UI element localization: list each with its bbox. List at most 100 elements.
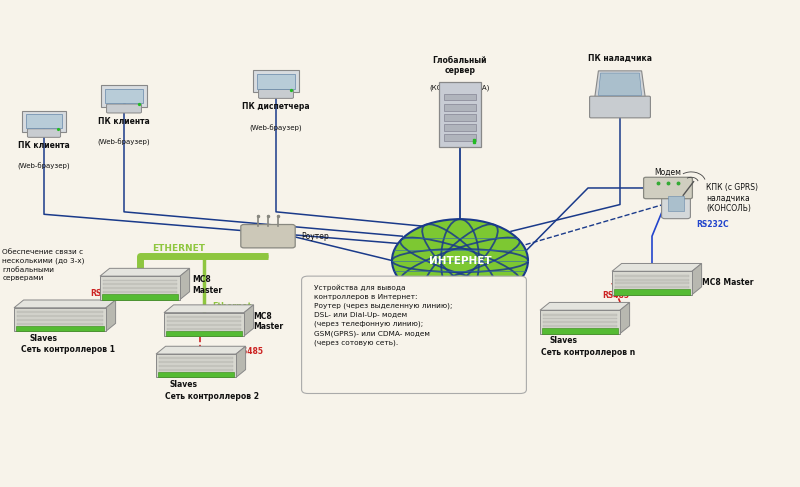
Polygon shape [540,302,630,310]
FancyBboxPatch shape [444,114,476,121]
Text: ИНТЕРНЕТ: ИНТЕРНЕТ [429,256,491,265]
FancyBboxPatch shape [17,311,102,313]
Text: (КОНСОЛЬ): (КОНСОЛЬ) [599,71,641,77]
Circle shape [392,219,528,302]
FancyBboxPatch shape [643,177,692,199]
FancyBboxPatch shape [27,129,61,137]
FancyBboxPatch shape [159,357,233,359]
Polygon shape [598,73,642,95]
FancyBboxPatch shape [258,74,294,89]
FancyBboxPatch shape [159,361,233,363]
Text: Модем: Модем [654,168,682,177]
FancyBboxPatch shape [444,134,476,141]
Text: (Web-браузер): (Web-браузер) [98,139,150,146]
FancyBboxPatch shape [543,321,617,323]
Text: Устройства для вывода
контроллеров в Интернет:
Роутер (через выделенную линию);
: Устройства для вывода контроллеров в Инт… [314,285,453,346]
FancyBboxPatch shape [17,319,102,321]
FancyBboxPatch shape [543,318,617,319]
FancyBboxPatch shape [14,308,106,331]
Text: ПК диспетчера: ПК диспетчера [242,102,310,111]
FancyBboxPatch shape [615,279,689,281]
Text: Slaves: Slaves [30,334,58,342]
Polygon shape [620,302,630,334]
FancyBboxPatch shape [158,372,234,377]
Text: MC8
Master: MC8 Master [192,275,222,295]
FancyBboxPatch shape [439,82,481,147]
Text: ПК наладчика: ПК наладчика [588,55,652,63]
FancyBboxPatch shape [26,114,62,128]
FancyBboxPatch shape [542,328,618,334]
FancyBboxPatch shape [668,196,684,211]
FancyBboxPatch shape [444,104,476,111]
FancyBboxPatch shape [166,331,242,336]
Text: ПК клиента: ПК клиента [98,117,150,126]
FancyBboxPatch shape [543,325,617,327]
FancyBboxPatch shape [615,282,689,284]
FancyBboxPatch shape [167,324,241,326]
FancyBboxPatch shape [164,313,244,336]
FancyBboxPatch shape [100,276,180,300]
FancyBboxPatch shape [167,328,241,330]
Polygon shape [236,346,246,377]
FancyBboxPatch shape [167,316,241,318]
FancyBboxPatch shape [103,283,177,285]
Text: ПК клиента: ПК клиента [18,141,70,150]
FancyBboxPatch shape [17,323,102,325]
Text: Slaves: Slaves [170,380,198,389]
Text: Глобальный
сервер: Глобальный сервер [433,56,487,75]
FancyBboxPatch shape [103,287,177,289]
Text: RS232C: RS232C [696,220,729,228]
Text: RS485: RS485 [90,289,118,298]
Text: ETHERNET: ETHERNET [152,244,205,253]
Polygon shape [692,263,702,295]
FancyBboxPatch shape [16,326,104,331]
FancyBboxPatch shape [103,291,177,293]
Text: Ethernet: Ethernet [212,302,251,311]
Text: Обеспечение связи с
несколькими (до 3-х)
глобальными
серверами: Обеспечение связи с несколькими (до 3-х)… [2,249,85,281]
Text: Сеть контроллеров n: Сеть контроллеров n [541,348,635,357]
Polygon shape [164,305,254,313]
FancyBboxPatch shape [590,96,650,118]
FancyBboxPatch shape [444,94,476,100]
Text: Роутер: Роутер [302,232,330,241]
FancyBboxPatch shape [17,315,102,317]
Polygon shape [156,346,246,354]
FancyBboxPatch shape [444,124,476,131]
Polygon shape [180,268,190,300]
FancyBboxPatch shape [543,314,617,316]
Polygon shape [14,300,116,308]
FancyBboxPatch shape [614,289,690,295]
FancyBboxPatch shape [540,310,620,334]
FancyBboxPatch shape [105,89,142,103]
Text: MC8 Master: MC8 Master [702,278,753,287]
Text: Сеть контроллеров 2: Сеть контроллеров 2 [165,392,259,401]
FancyBboxPatch shape [302,276,526,393]
FancyBboxPatch shape [159,369,233,371]
FancyBboxPatch shape [22,111,66,131]
Text: (Web-браузер): (Web-браузер) [250,124,302,131]
FancyBboxPatch shape [167,320,241,322]
FancyBboxPatch shape [103,280,177,281]
FancyBboxPatch shape [662,189,690,219]
Text: Сеть контроллеров 1: Сеть контроллеров 1 [21,345,115,354]
Text: (Web-браузер): (Web-браузер) [18,163,70,170]
Text: Ethernet: Ethernet [212,319,251,328]
Text: RS485: RS485 [236,347,263,356]
FancyBboxPatch shape [102,294,178,300]
Polygon shape [612,263,702,271]
Text: MC8
Master: MC8 Master [254,312,284,331]
Text: (КОНТАР-SCADA): (КОНТАР-SCADA) [430,85,490,91]
FancyBboxPatch shape [612,271,692,295]
FancyBboxPatch shape [615,275,689,277]
Polygon shape [244,305,254,336]
FancyBboxPatch shape [106,104,142,113]
FancyBboxPatch shape [253,70,299,93]
FancyBboxPatch shape [615,286,689,288]
Polygon shape [100,268,190,276]
Text: RS485: RS485 [602,292,630,300]
FancyBboxPatch shape [156,354,236,377]
FancyBboxPatch shape [258,90,294,98]
Text: Slaves: Slaves [550,336,578,345]
Text: КПК (с GPRS)
наладчика
(КОНСОЛЬ): КПК (с GPRS) наладчика (КОНСОЛЬ) [706,183,758,213]
Polygon shape [595,71,646,97]
